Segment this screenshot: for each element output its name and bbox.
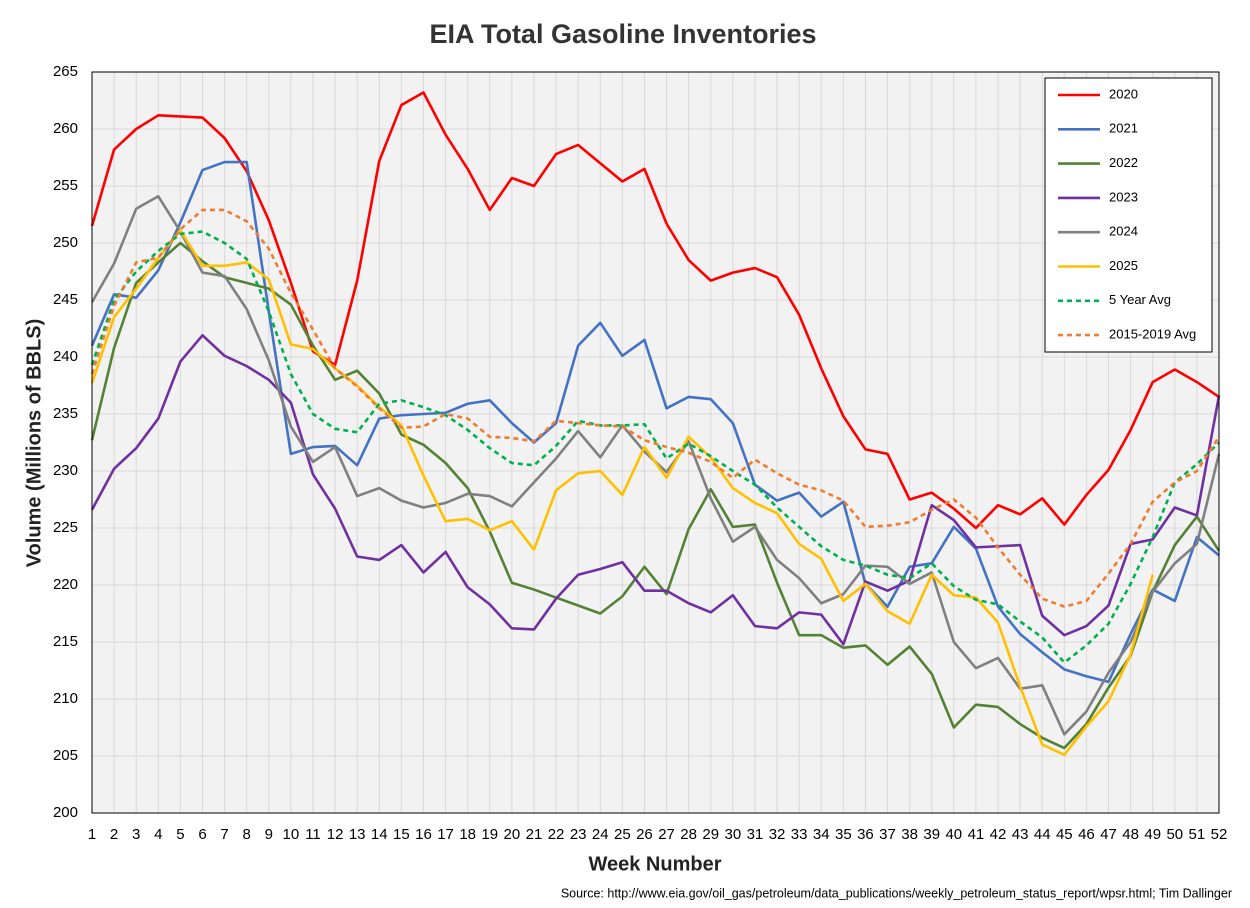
series-line [90,241,1221,750]
x-tick-label: 32 [769,826,786,843]
x-tick-label: 43 [1012,826,1029,843]
x-tick-label: 14 [371,826,388,843]
series-line [90,229,1154,757]
plot-frame [91,71,1220,814]
y-tick-label: 200 [53,804,78,821]
y-tick-label: 265 [53,63,78,80]
x-tick-label: 4 [154,826,162,843]
chart-title: EIA Total Gasoline Inventories [429,19,816,49]
legend-label: 2024 [1109,224,1138,239]
legend-label: 2015-2019 Avg [1109,327,1196,342]
x-tick-label: 51 [1189,826,1206,843]
x-tick-label: 17 [437,826,454,843]
x-tick-label: 42 [990,826,1007,843]
y-tick-label: 250 [53,234,78,251]
x-axis-label: Week Number [588,853,721,875]
legend-label: 2020 [1109,86,1138,101]
x-tick-label: 16 [415,826,432,843]
x-tick-label: 41 [968,826,985,843]
series-line [90,230,1220,664]
x-tick-label: 15 [393,826,410,843]
x-tick-label: 25 [614,826,631,843]
x-tick-label: 20 [504,826,521,843]
x-tick-label: 33 [791,826,808,843]
y-tick-label: 230 [53,462,78,479]
source-note: Source: http://www.eia.gov/oil_gas/petro… [561,886,1232,900]
legend-label: 2021 [1109,121,1138,136]
x-tick-label: 11 [305,826,321,843]
legend-label: 2025 [1109,258,1138,273]
x-tick-label: 35 [835,826,852,843]
x-tick-label: 34 [813,826,830,843]
x-tick-label: 47 [1100,826,1117,843]
x-tick-label: 44 [1034,826,1051,843]
y-tick-label: 225 [53,519,78,536]
y-tick-label: 220 [53,576,78,593]
x-tick-label: 27 [658,826,675,843]
x-tick-label: 7 [220,826,228,843]
x-tick-label: 21 [526,826,543,843]
x-tick-label: 22 [548,826,565,843]
x-tick-label: 40 [945,826,962,843]
x-tick-label: 46 [1078,826,1095,843]
x-tick-label: 24 [592,826,609,843]
x-tick-label: 26 [636,826,653,843]
x-tick-label: 48 [1122,826,1139,843]
y-tick-label: 210 [53,690,78,707]
x-tick-label: 30 [724,826,741,843]
legend-label: 2023 [1109,189,1138,204]
legend: 2020 2021 2022 2023 2024 2025 5 Year Avg 2015-2… [1044,77,1213,353]
x-tick-label: 1 [88,826,96,843]
x-tick-label: 28 [680,826,697,843]
x-tick-label: 3 [132,826,140,843]
x-tick-label: 6 [198,826,206,843]
x-tick-label: 31 [747,826,764,843]
y-tick-label: 260 [53,120,78,137]
legend-label: 5 Year Avg [1109,292,1171,307]
x-tick-label: 37 [879,826,896,843]
series-line [90,160,1220,684]
y-tick-label: 245 [53,291,78,308]
x-tick-label: 36 [857,826,874,843]
x-tick-label: 39 [923,826,940,843]
grid [91,71,1220,814]
lines [90,91,1221,757]
x-tick-label: 50 [1166,826,1183,843]
y-tick-label: 240 [53,348,78,365]
x-tick-label: 12 [327,826,344,843]
y-tick-label: 215 [53,633,78,650]
x-tick-label: 2 [110,826,118,843]
series-line [90,91,1220,530]
x-tick-label: 23 [570,826,587,843]
x-tick-label: 45 [1056,826,1073,843]
x-tick-label: 10 [283,826,300,843]
y-tick-label: 255 [53,177,78,194]
x-tick-label: 9 [265,826,273,843]
series-line [90,208,1221,608]
x-tick-label: 29 [702,826,719,843]
x-tick-label: 52 [1211,826,1228,843]
x-tick-label: 49 [1144,826,1161,843]
x-tick-label: 8 [243,826,251,843]
y-tick-label: 205 [53,747,78,764]
x-tick-label: 5 [176,826,184,843]
y-axis-label: Volume (Millions of BBLS) [23,319,45,568]
x-tick-label: 38 [901,826,918,843]
x-tick-label: 13 [349,826,366,843]
x-tick-label: 18 [459,826,476,843]
y-tick-label: 235 [53,405,78,422]
legend-box [1044,77,1213,353]
legend-label: 2022 [1109,155,1138,170]
x-tick-label: 19 [481,826,498,843]
